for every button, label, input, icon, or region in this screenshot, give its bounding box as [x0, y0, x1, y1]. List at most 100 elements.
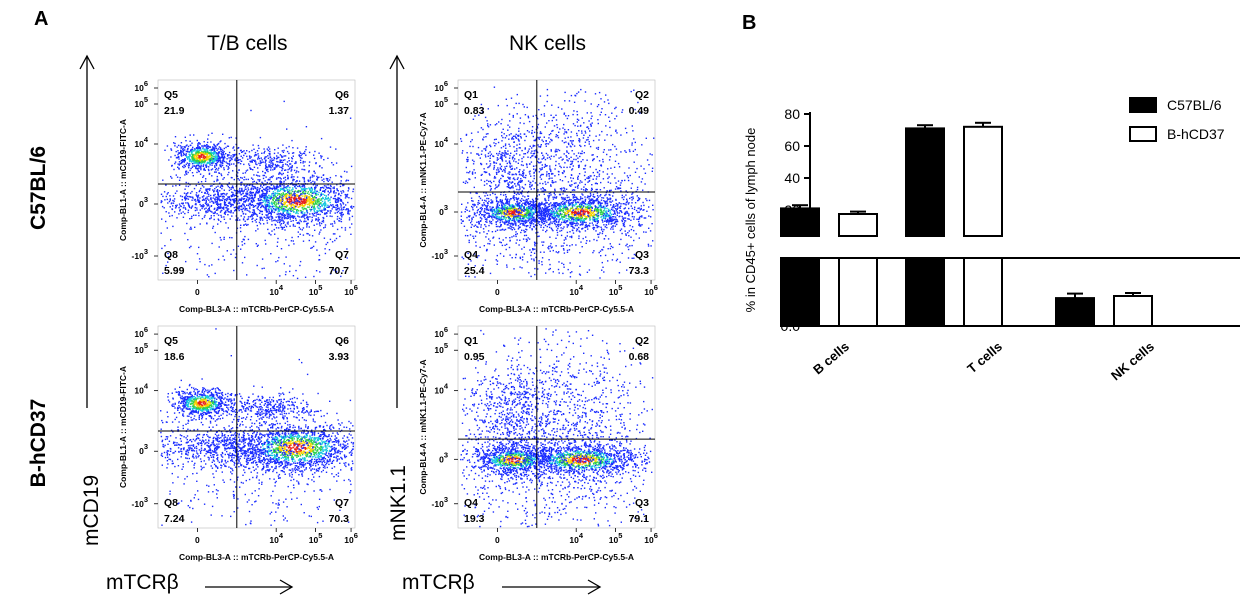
event-dot: [293, 198, 295, 200]
event-dot: [202, 205, 204, 208]
event-dot: [546, 229, 548, 232]
event-dot: [509, 205, 512, 208]
event-dot: [508, 207, 510, 210]
event-dot: [223, 189, 225, 191]
event-dot: [242, 207, 244, 210]
event-dot: [512, 212, 514, 214]
event-dot: [278, 217, 280, 219]
event-dot: [253, 195, 256, 197]
event-dot: [281, 206, 283, 208]
event-dot: [577, 210, 579, 213]
event-dot: [214, 193, 216, 196]
event-dot: [285, 169, 287, 171]
event-dot: [517, 202, 519, 205]
event-dot: [297, 185, 299, 188]
event-dot: [264, 277, 266, 279]
event-dot: [570, 225, 572, 227]
event-dot: [246, 218, 249, 221]
event-dot: [220, 166, 222, 168]
event-dot: [274, 224, 277, 226]
event-dot: [243, 176, 246, 178]
event-dot: [287, 192, 289, 194]
event-dot: [232, 170, 234, 172]
event-dot: [185, 181, 187, 184]
event-dot: [257, 202, 259, 205]
event-dot: [275, 227, 278, 229]
event-dot: [269, 182, 271, 185]
event-dot: [195, 214, 197, 216]
event-dot: [575, 212, 577, 214]
event-dot: [306, 217, 308, 219]
event-dot: [193, 155, 195, 157]
event-dot: [610, 201, 612, 203]
event-dot: [556, 214, 558, 216]
event-dot: [288, 209, 290, 212]
event-dot: [221, 207, 223, 209]
event-dot: [322, 219, 325, 221]
event-dot: [525, 203, 527, 205]
marker-x-tb: mTCRβ: [106, 571, 179, 594]
event-dot: [228, 182, 230, 184]
event-dot: [510, 204, 512, 206]
event-dot: [310, 199, 312, 201]
event-dot: [259, 199, 261, 201]
event-dot: [252, 206, 255, 208]
event-dot: [211, 242, 213, 245]
event-dot: [258, 157, 261, 160]
event-dot: [268, 166, 270, 168]
event-dot: [271, 211, 274, 213]
event-dot: [308, 200, 311, 202]
event-dot: [279, 218, 281, 221]
event-dot: [552, 229, 554, 232]
event-dot: [238, 202, 241, 204]
event-dot: [292, 147, 294, 149]
event-dot: [175, 150, 177, 153]
event-dot: [246, 196, 249, 199]
event-dot: [324, 188, 327, 191]
event-dot: [277, 192, 279, 194]
event-dot: [516, 201, 518, 203]
event-dot: [291, 165, 293, 167]
event-dot: [193, 187, 196, 190]
event-dot: [574, 219, 576, 221]
event-dot: [265, 208, 268, 210]
event-dot: [568, 216, 570, 218]
event-dot: [217, 154, 220, 156]
event-dot: [272, 199, 274, 202]
event-dot: [346, 171, 348, 173]
event-dot: [311, 176, 314, 178]
event-dot: [203, 144, 206, 147]
event-dot: [283, 221, 285, 223]
event-dot: [257, 198, 259, 200]
event-dot: [479, 197, 482, 200]
event-dot: [312, 214, 314, 216]
event-dot: [280, 155, 283, 157]
event-dot: [327, 190, 329, 192]
event-dot: [214, 156, 216, 159]
event-dot: [294, 195, 296, 197]
event-dot: [210, 148, 213, 151]
event-dot: [289, 214, 291, 217]
event-dot: [324, 204, 326, 207]
event-dot: [345, 180, 347, 182]
event-dot: [231, 185, 234, 187]
event-dot: [295, 219, 297, 221]
event-dot: [327, 197, 329, 199]
event-dot: [528, 207, 530, 209]
event-dot: [222, 151, 224, 154]
event-dot: [235, 219, 237, 221]
event-dot: [350, 206, 352, 208]
event-dot: [318, 165, 321, 168]
event-dot: [553, 212, 555, 214]
event-dot: [176, 204, 178, 206]
event-dot: [291, 194, 294, 196]
event-dot: [576, 222, 578, 224]
event-dot: [275, 200, 277, 202]
event-dot: [522, 222, 524, 225]
event-dot: [233, 163, 235, 165]
event-dot: [544, 199, 546, 201]
event-dot: [292, 225, 295, 227]
event-dot: [568, 213, 570, 216]
event-dot: [547, 197, 550, 199]
event-dot: [316, 190, 318, 192]
